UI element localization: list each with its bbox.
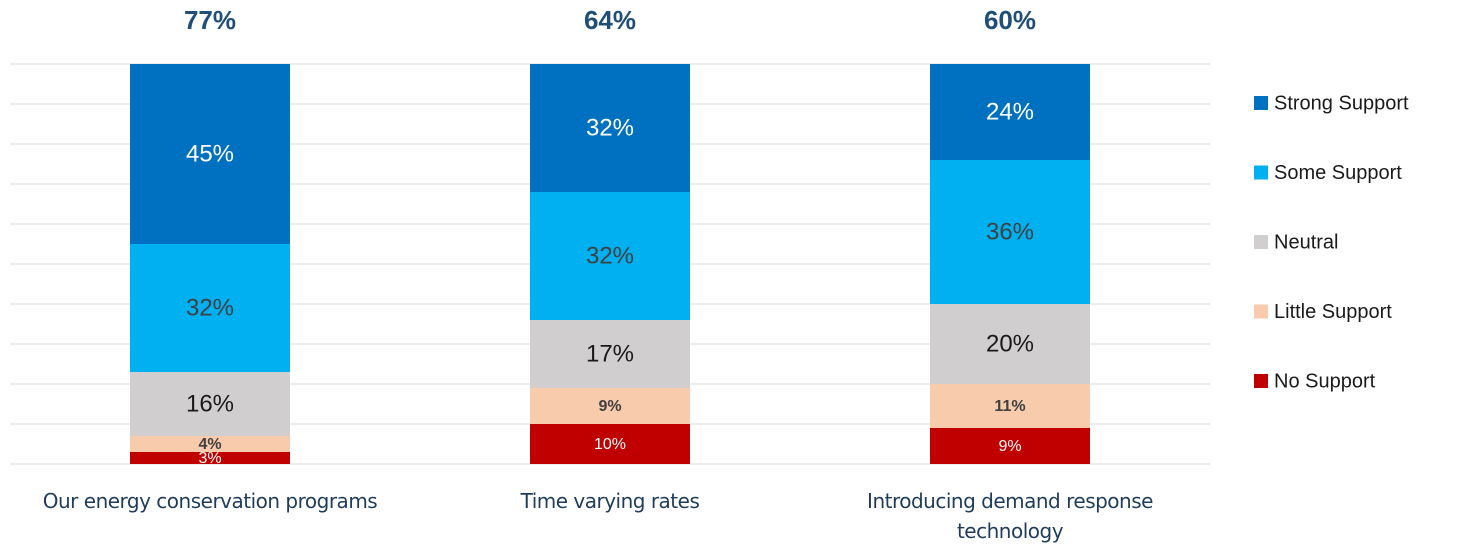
legend-swatch bbox=[1254, 235, 1268, 249]
total-label: 60% bbox=[984, 5, 1036, 35]
legend-label: Neutral bbox=[1274, 231, 1338, 253]
data-label: 10% bbox=[594, 436, 626, 453]
bar-segment bbox=[930, 428, 1090, 464]
data-label: 45% bbox=[186, 140, 234, 167]
data-label: 3% bbox=[198, 450, 221, 467]
data-label: 20% bbox=[986, 330, 1034, 357]
bar-segment bbox=[530, 388, 690, 424]
bar-segment bbox=[130, 452, 290, 464]
x-tick-label: Time varying rates bbox=[520, 489, 700, 513]
data-label: 32% bbox=[186, 294, 234, 321]
data-label: 17% bbox=[586, 340, 634, 367]
data-label: 24% bbox=[986, 98, 1034, 125]
bar-segment bbox=[130, 372, 290, 436]
data-label: 4% bbox=[198, 436, 221, 453]
bar-segment bbox=[530, 320, 690, 388]
total-label: 64% bbox=[584, 5, 636, 35]
legend-label: No Support bbox=[1274, 370, 1376, 392]
data-label: 32% bbox=[586, 114, 634, 141]
data-label: 11% bbox=[994, 398, 1025, 415]
bar-segment bbox=[930, 160, 1090, 304]
data-label: 9% bbox=[598, 398, 621, 415]
bar-segment bbox=[530, 64, 690, 192]
total-label: 77% bbox=[184, 5, 236, 35]
bar-segment bbox=[130, 64, 290, 244]
legend-label: Little Support bbox=[1274, 301, 1392, 323]
legend-swatch bbox=[1254, 304, 1268, 319]
legend-swatch bbox=[1254, 374, 1268, 388]
x-tick-label: Our energy conservation programs bbox=[42, 489, 378, 513]
x-tick-label: Introducing demand response technology bbox=[867, 489, 1153, 543]
bar-segment bbox=[130, 436, 290, 452]
legend-label: Strong Support bbox=[1274, 92, 1409, 114]
bar-segment bbox=[530, 192, 690, 320]
bar-segment bbox=[930, 384, 1090, 428]
data-label: 32% bbox=[586, 242, 634, 269]
bar-segment bbox=[130, 244, 290, 372]
data-label: 9% bbox=[998, 438, 1021, 455]
legend-swatch bbox=[1254, 96, 1268, 110]
bar-segment bbox=[930, 304, 1090, 384]
legend-swatch bbox=[1254, 165, 1268, 180]
data-label: 36% bbox=[986, 218, 1034, 245]
bar-segment bbox=[530, 424, 690, 464]
data-label: 16% bbox=[186, 390, 234, 417]
legend-label: Some Support bbox=[1274, 162, 1402, 184]
bar-segment bbox=[930, 64, 1090, 160]
